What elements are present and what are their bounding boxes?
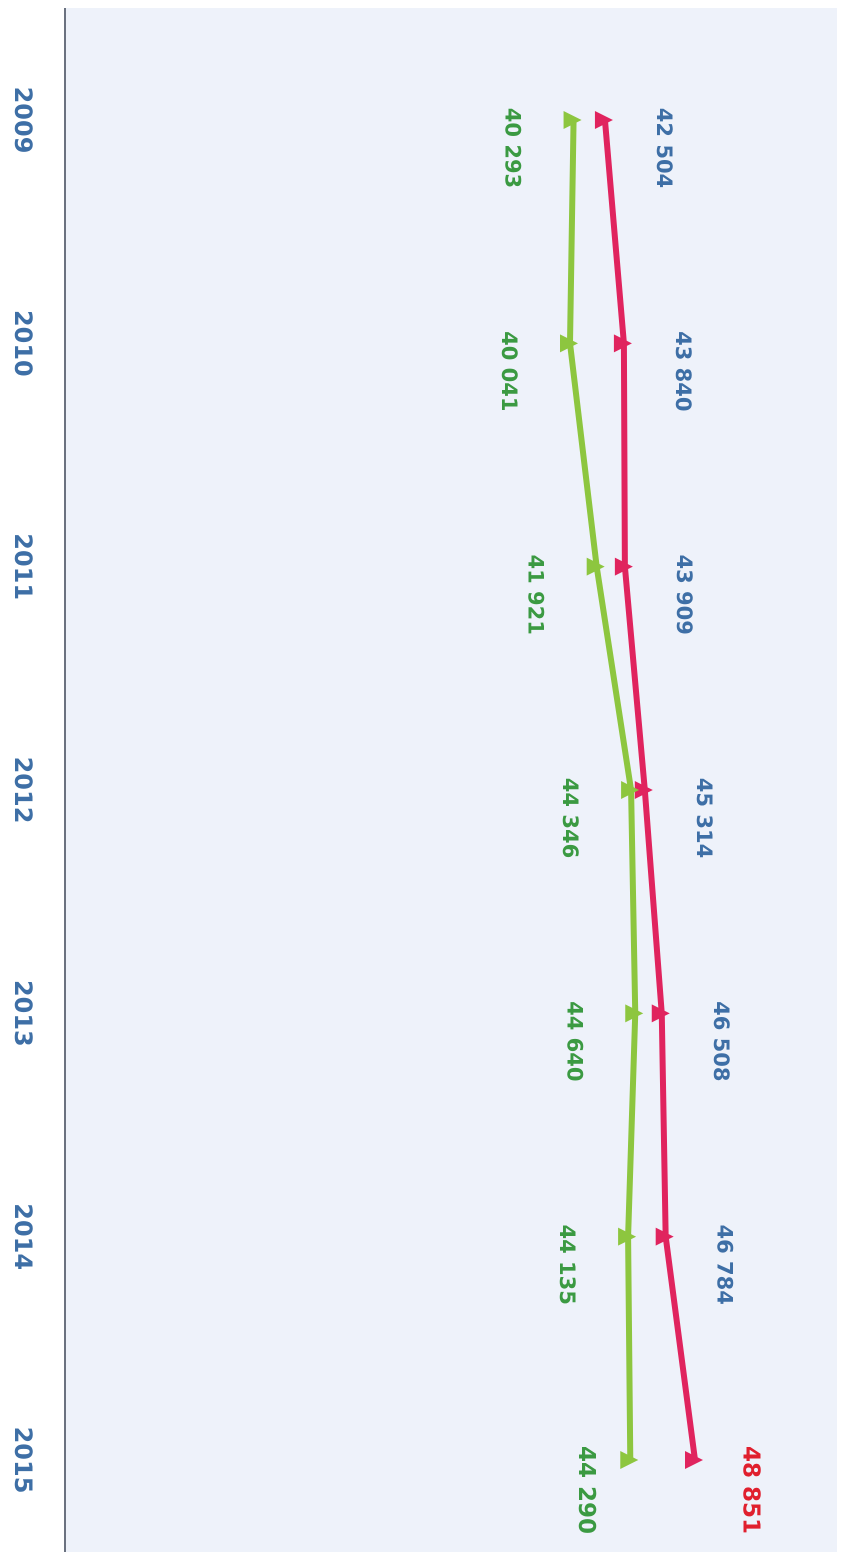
marker (685, 1451, 703, 1469)
marker (563, 110, 582, 129)
x-tick-label: 2009 (9, 87, 37, 154)
data-label: 44 640 (562, 1001, 586, 1081)
data-label: 44 346 (558, 778, 582, 858)
x-tick-label: 2012 (9, 757, 37, 824)
marker (655, 1227, 674, 1246)
marker (625, 1004, 644, 1023)
marker (614, 557, 633, 576)
x-tick-label: 2015 (9, 1427, 37, 1494)
marker (559, 334, 578, 353)
marker (620, 1450, 639, 1469)
data-label: 44 290 (573, 1446, 599, 1534)
data-label: 42 504 (652, 108, 676, 188)
data-label: 40 293 (501, 108, 525, 188)
x-tick-label: 2014 (9, 1203, 37, 1270)
data-label: 40 041 (497, 331, 521, 411)
x-tick-label: 2013 (9, 980, 37, 1047)
x-tick-label: 2010 (9, 310, 37, 377)
x-tick-label: 2011 (9, 533, 37, 600)
marker (613, 334, 632, 353)
marker (634, 780, 653, 799)
data-label: 48 851 (738, 1446, 764, 1534)
data-label: 46 784 (713, 1224, 737, 1304)
marker (594, 111, 613, 130)
data-label: 44 135 (555, 1224, 579, 1304)
marker (621, 781, 640, 800)
plot-area (65, 8, 837, 1552)
data-label: 41 921 (524, 554, 548, 634)
data-label: 45 314 (692, 778, 716, 858)
marker (618, 1227, 637, 1246)
data-label: 43 840 (671, 331, 695, 411)
marker (651, 1004, 670, 1023)
marker (586, 557, 605, 576)
data-label: 46 508 (709, 1001, 733, 1081)
data-label: 43 909 (672, 554, 696, 634)
